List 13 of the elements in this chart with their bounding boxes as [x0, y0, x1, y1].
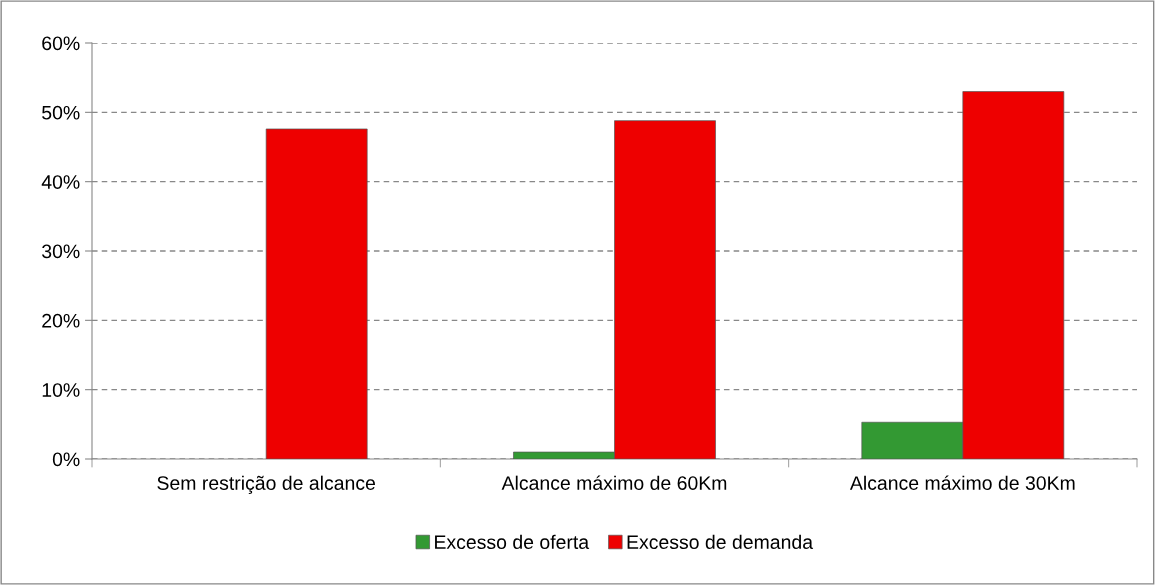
y-tick-label: 20% [42, 313, 80, 328]
x-tick-label: Alcance máximo de 30Km [849, 475, 1075, 490]
x-tick-label: Alcance máximo de 60Km [501, 475, 727, 490]
y-tick-label: 0% [52, 452, 80, 467]
y-tick-label: 60% [42, 36, 80, 51]
y-tick-label: 50% [42, 105, 80, 120]
legend-label: Excesso de oferta [435, 534, 590, 550]
y-tick-label: 40% [41, 175, 80, 189]
y-tick-label: 10% [42, 383, 80, 397]
y-tick-label: 30% [42, 244, 80, 259]
legend-label: Excesso de demanda [627, 534, 814, 550]
bar [265, 128, 368, 459]
x-tick-label: Sem restrição de alcance [157, 475, 376, 494]
